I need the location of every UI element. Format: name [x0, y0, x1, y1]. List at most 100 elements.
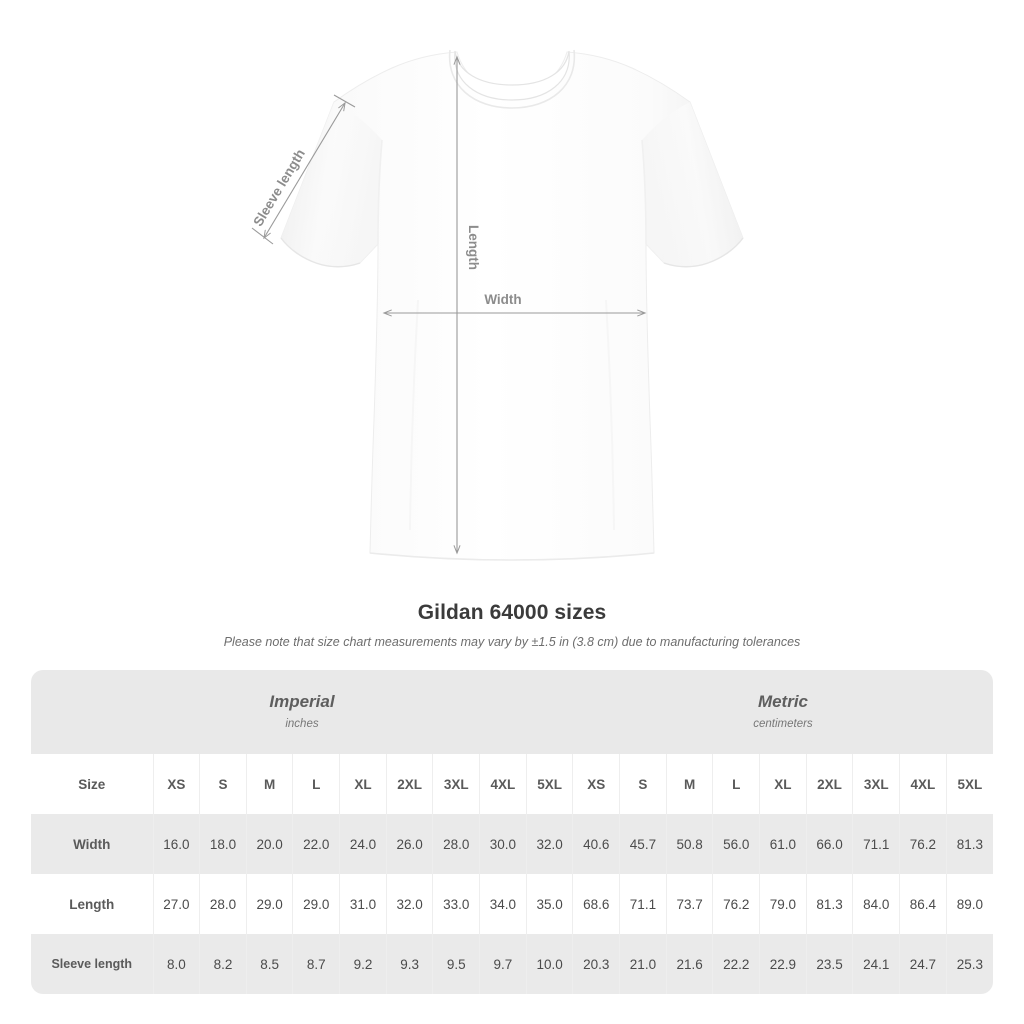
table-cell-measurement: 24.0 [339, 814, 387, 874]
table-cell-measurement: 79.0 [759, 874, 807, 934]
table-cell-measurement: 76.2 [899, 814, 947, 874]
unit-title-imperial: Imperial [269, 692, 335, 711]
table-cell-measurement: 9.2 [339, 934, 387, 994]
left-sleeve-hem [280, 237, 361, 268]
tshirt-graphic [280, 49, 744, 561]
row-label: Sleeve length [31, 934, 153, 994]
table-cell-measurement: 27.0 [152, 874, 200, 934]
table-cell-measurement: 68.6 [572, 874, 620, 934]
table-cell-measurement: 66.0 [805, 814, 853, 874]
table-cell-measurement: 71.1 [619, 874, 667, 934]
chart-header: Gildan 64000 sizes Please note that size… [0, 600, 1024, 650]
column-header-size: 5XL [945, 754, 993, 814]
unit-subtitle-metric: centimeters [753, 718, 813, 730]
sleeve-tick-top [333, 94, 356, 108]
column-header-size: S [619, 754, 667, 814]
table-cell-measurement: 28.0 [199, 874, 247, 934]
table-cell-measurement: 29.0 [292, 874, 340, 934]
tolerance-note: Please note that size chart measurements… [223, 635, 801, 649]
bottom-hem [369, 552, 655, 561]
table-cell-measurement: 32.0 [525, 814, 573, 874]
table-cell-measurement: 33.0 [432, 874, 480, 934]
table-cell-measurement: 73.7 [665, 874, 713, 934]
table-cell-measurement: 24.7 [899, 934, 947, 994]
unit-band-row: Imperial inches Metric centimeters [31, 670, 993, 754]
table-row-size-header: Size XS S M L XL 2XL 3XL 4XL 5XL XS S M L XL 2XL 3XL 4XL 5… [31, 754, 993, 814]
table-cell-measurement: 16.0 [152, 814, 200, 874]
tshirt-illustration: Length Width Sleeve length [250, 49, 744, 561]
page-title: Gildan 64000 sizes [417, 601, 607, 624]
table-cell-measurement: 30.0 [479, 814, 527, 874]
column-header-size: 5XL [525, 754, 573, 814]
column-header-size: L [292, 754, 340, 814]
column-header-size: XL [759, 754, 807, 814]
table-cell-measurement: 32.0 [385, 874, 433, 934]
column-header-size: M [245, 754, 293, 814]
table-cell-measurement: 45.7 [619, 814, 667, 874]
table-row: Width 16.0 18.0 20.0 22.0 24.0 26.0 28.0 30.0 32.… [31, 814, 993, 874]
table-cell-measurement: 9.3 [385, 934, 433, 994]
table-cell-measurement: 21.6 [665, 934, 713, 994]
column-header-size: XS [152, 754, 200, 814]
right-sleeve-hem [663, 237, 744, 268]
table-cell-measurement: 89.0 [945, 874, 993, 934]
table-cell-measurement: 40.6 [572, 814, 620, 874]
width-dimension: Width [384, 292, 645, 313]
table-cell-measurement: 31.0 [339, 874, 387, 934]
table-row: Sleeve length 8.0 8.2 8.5 8.7 9.2 9.3 9.5 9.7 10.… [31, 934, 993, 994]
table-unit-header: Imperial inches Metric centimeters [31, 670, 993, 754]
table-cell-measurement: 71.1 [852, 814, 900, 874]
table-cell-measurement: 23.5 [805, 934, 853, 994]
width-label: Width [484, 292, 521, 307]
column-header-size: 2XL [385, 754, 433, 814]
table-cell-measurement: 25.3 [945, 934, 993, 994]
unit-cell-imperial: Imperial inches [31, 670, 573, 754]
column-header-size: M [665, 754, 713, 814]
unit-cell-metric: Metric centimeters [572, 670, 993, 754]
table-cell-measurement: 61.0 [759, 814, 807, 874]
table-cell-measurement: 22.9 [759, 934, 807, 994]
table-cell-measurement: 10.0 [525, 934, 573, 994]
table-cell-measurement: 8.0 [152, 934, 200, 994]
table-cell-measurement: 9.7 [479, 934, 527, 994]
table-row: Length 27.0 28.0 29.0 29.0 31.0 32.0 33.0 34.0 35… [31, 874, 993, 934]
left-armhole-seam [377, 139, 383, 245]
table-cell-measurement: 26.0 [385, 814, 433, 874]
table-cell-measurement: 86.4 [899, 874, 947, 934]
unit-subtitle-imperial: inches [285, 718, 319, 730]
table-cell-measurement: 29.0 [245, 874, 293, 934]
table-cell-measurement: 56.0 [712, 814, 760, 874]
table-cell-measurement: 84.0 [852, 874, 900, 934]
size-chart-table-container: Imperial inches Metric centimeters Size X… [31, 670, 993, 994]
table-cell-measurement: 8.7 [292, 934, 340, 994]
table-cell-measurement: 8.5 [245, 934, 293, 994]
column-header-size: L [712, 754, 760, 814]
right-armhole-seam [641, 139, 647, 245]
collar-ring [454, 50, 570, 101]
column-header-size: 4XL [899, 754, 947, 814]
column-header-size: S [199, 754, 247, 814]
sleeve-tick-bottom [251, 227, 274, 245]
column-header-size: XL [339, 754, 387, 814]
table-cell-measurement: 81.3 [805, 874, 853, 934]
fabric-fold-right [605, 299, 615, 531]
column-header-size: 4XL [479, 754, 527, 814]
length-label: Length [466, 225, 481, 270]
row-label-size: Size [31, 754, 153, 814]
size-chart-table: Imperial inches Metric centimeters Size X… [31, 670, 993, 994]
table-cell-measurement: 22.0 [292, 814, 340, 874]
table-cell-measurement: 21.0 [619, 934, 667, 994]
column-header-size: 2XL [805, 754, 853, 814]
table-cell-measurement: 9.5 [432, 934, 480, 994]
column-header-size: XS [572, 754, 620, 814]
length-dimension: Length [457, 57, 481, 553]
table-cell-measurement: 22.2 [712, 934, 760, 994]
table-cell-measurement: 20.0 [245, 814, 293, 874]
table-cell-measurement: 18.0 [199, 814, 247, 874]
row-label: Width [31, 814, 153, 874]
column-header-size: 3XL [432, 754, 480, 814]
table-cell-measurement: 28.0 [432, 814, 480, 874]
table-cell-measurement: 34.0 [479, 874, 527, 934]
table-cell-measurement: 76.2 [712, 874, 760, 934]
row-label: Length [31, 874, 153, 934]
